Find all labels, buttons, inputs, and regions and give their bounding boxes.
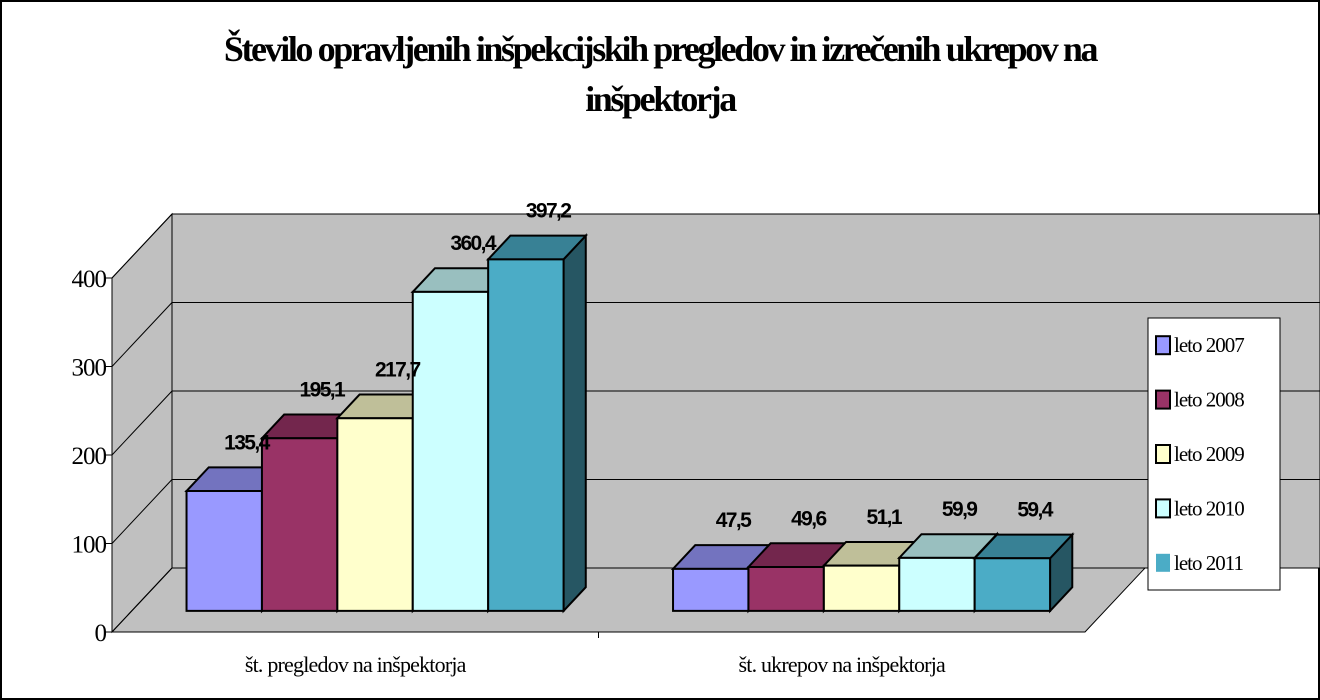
legend-swatch [1155, 444, 1171, 464]
chart-title: Število opravljenih inšpekcijskih pregle… [223, 29, 1099, 119]
value-label: 51,1 [867, 506, 903, 529]
bar [973, 557, 1052, 612]
y-tick-label: 300 [72, 355, 107, 382]
bar-side [562, 233, 587, 614]
grid-line [111, 479, 173, 544]
legend-label: leto 2010 [1174, 496, 1244, 520]
y-tick-label: 200 [72, 443, 107, 470]
bar [747, 565, 825, 612]
value-label: 135,4 [224, 431, 270, 454]
legend-label: leto 2009 [1174, 442, 1244, 466]
value-label: 59,4 [1017, 499, 1053, 522]
grid-line [111, 390, 173, 456]
value-label: 360,4 [450, 232, 496, 255]
bar [898, 556, 976, 612]
value-label: 397,2 [526, 200, 571, 223]
legend-swatch [1155, 389, 1171, 410]
bar [487, 258, 565, 612]
y-tick-label: 0 [95, 620, 107, 647]
bar [336, 417, 414, 612]
value-label: 49,6 [791, 507, 826, 530]
grid-line [111, 302, 173, 367]
legend-swatch [1156, 553, 1170, 572]
legend-label: leto 2007 [1174, 333, 1244, 357]
x-tick-label: št. ukrepov na inšpektorja [739, 652, 947, 677]
x-tick-label: št. pregledov na inšpektorja [245, 652, 467, 677]
value-label: 47,5 [716, 509, 752, 532]
value-label: 217,7 [375, 359, 420, 382]
legend-label: leto 2008 [1174, 388, 1244, 412]
bar [822, 564, 901, 612]
bar [411, 290, 490, 612]
legend-label: leto 2011 [1174, 551, 1243, 575]
y-tick-label: 100 [72, 532, 107, 559]
legend-swatch [1155, 498, 1171, 519]
bar [185, 490, 263, 612]
bar [260, 437, 339, 612]
value-label: 195,1 [300, 379, 346, 402]
grid-line [111, 567, 173, 633]
legend-swatch [1155, 335, 1171, 356]
grid-line [111, 213, 173, 279]
bar [672, 567, 750, 612]
y-tick-label: 400 [72, 266, 107, 293]
value-label: 59,9 [942, 498, 977, 521]
